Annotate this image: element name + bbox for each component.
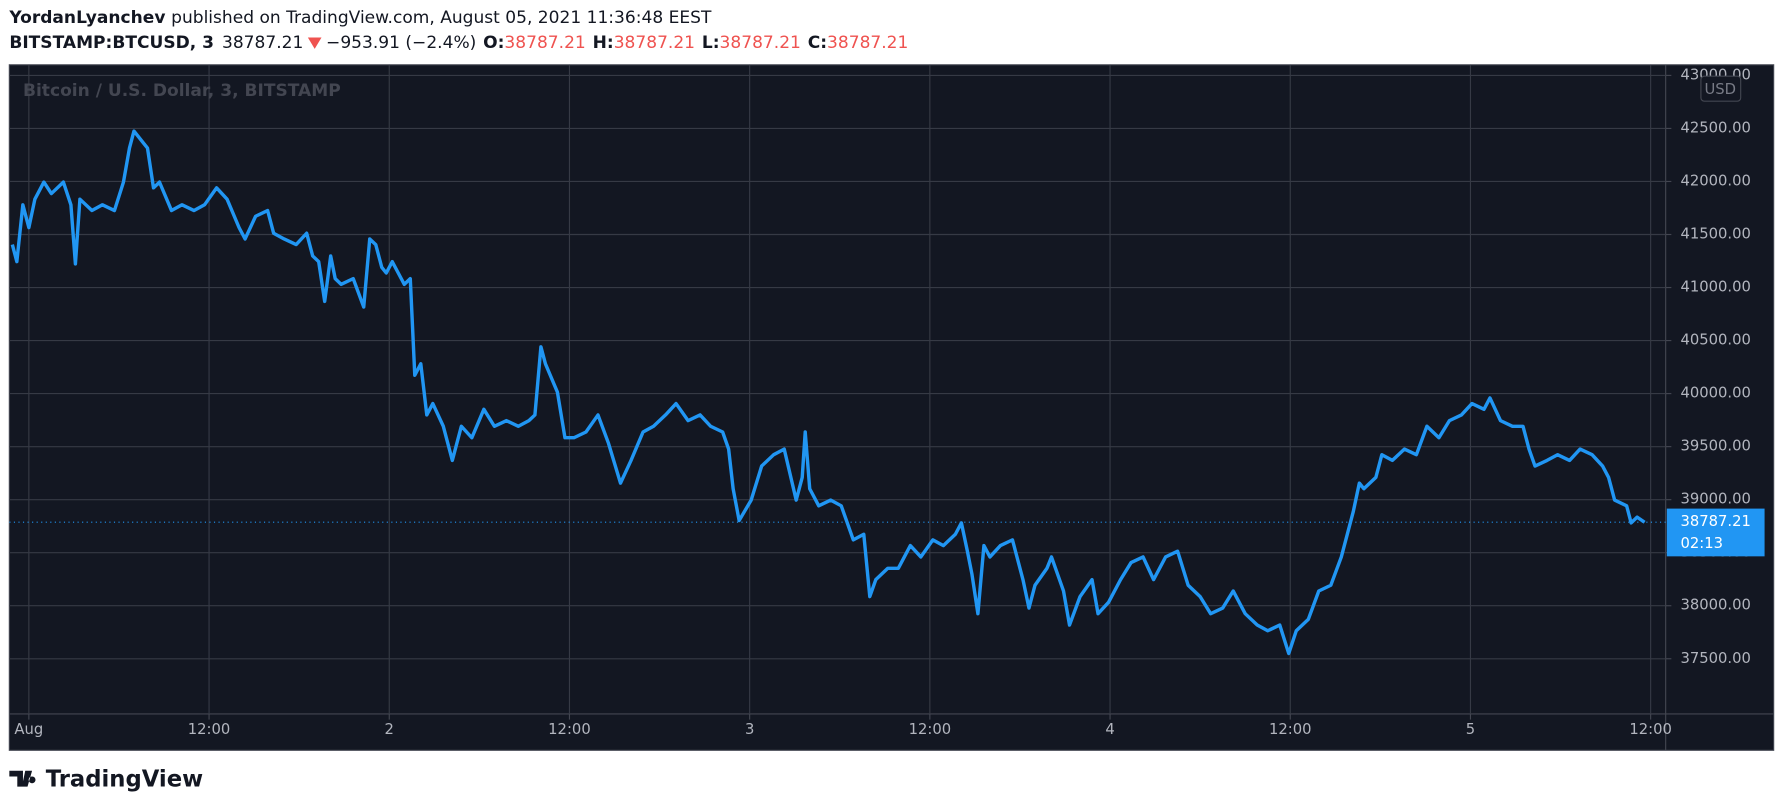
x-tick-label: 12:00	[1629, 721, 1672, 738]
header-line-2: BITSTAMP:BTCUSD, 3 38787.21 −953.91 (−2.4%…	[9, 33, 908, 53]
y-tick-label: 42500.00	[1680, 119, 1750, 136]
axes: 37500.0038000.0038500.0039000.0039500.00…	[14, 66, 1765, 738]
low: 38787.21	[720, 33, 801, 53]
symbol: BITSTAMP:BTCUSD, 3	[9, 33, 214, 53]
x-tick-label: 4	[1105, 721, 1114, 738]
countdown: 02:13	[1680, 535, 1723, 552]
logo: TradingView	[9, 766, 203, 792]
chart-title: Bitcoin / U.S. Dollar, 3, BITSTAMP	[23, 81, 341, 101]
x-tick-label: 3	[745, 721, 754, 738]
y-tick-label: 41500.00	[1680, 226, 1750, 243]
price-line	[10, 129, 1646, 656]
open-label: O:	[483, 33, 504, 53]
y-tick-label: 39500.00	[1680, 438, 1750, 455]
x-tick-label: 5	[1466, 721, 1475, 738]
y-tick-label: 40000.00	[1680, 385, 1750, 402]
high: 38787.21	[614, 33, 695, 53]
down-arrow	[307, 37, 322, 49]
y-tick-label: 37500.00	[1680, 650, 1750, 667]
y-tick-label: 38000.00	[1680, 597, 1750, 614]
currency: USD	[1704, 81, 1736, 98]
high-label: H:	[593, 33, 614, 53]
currency-box	[1700, 75, 1742, 102]
author: YordanLyanchev	[8, 8, 165, 28]
x-tick-label: 12:00	[909, 721, 952, 738]
change: −953.91 (−2.4%)	[326, 33, 476, 53]
logo-icon	[9, 770, 36, 787]
published: published on TradingView.com, August 05,…	[171, 8, 712, 28]
price-tag-label: 38787.21	[1680, 513, 1750, 530]
price-tag	[1666, 508, 1765, 557]
x-tick-label: 12:00	[548, 721, 591, 738]
close-label: C:	[808, 33, 827, 53]
y-tick-label: 39000.00	[1680, 491, 1750, 508]
plot	[9, 129, 1666, 656]
x-tick-label: 2	[385, 721, 394, 738]
x-tick-label: Aug	[14, 721, 43, 738]
y-tick-label: 40500.00	[1680, 332, 1750, 349]
price: 38787.21	[222, 33, 303, 53]
low-label: L:	[702, 33, 720, 53]
x-tick-label: 12:00	[1269, 721, 1312, 738]
y-tick-label: 42000.00	[1680, 172, 1750, 189]
open: 38787.21	[504, 33, 585, 53]
logo-text: TradingView	[46, 766, 203, 792]
header-line-1: YordanLyanchev published on TradingView.c…	[8, 8, 712, 28]
close: 38787.21	[827, 33, 908, 53]
x-tick-label: 12:00	[188, 721, 231, 738]
chart-panel	[8, 64, 1775, 751]
grid	[9, 64, 1666, 714]
y-tick-label: 41000.00	[1680, 279, 1750, 296]
